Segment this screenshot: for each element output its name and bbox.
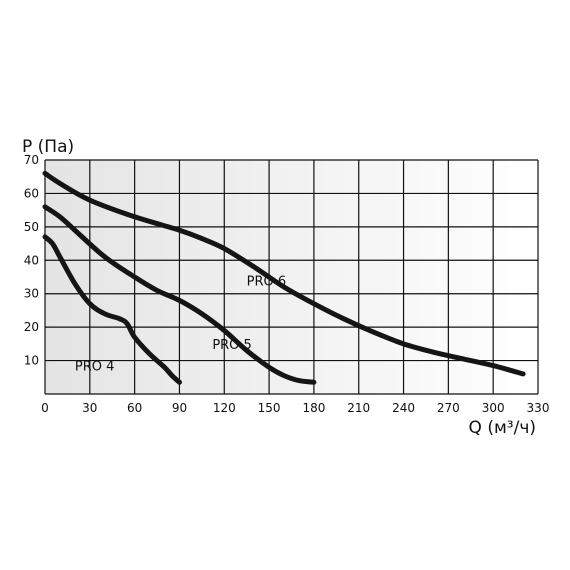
x-tick-label: 300	[482, 401, 505, 415]
x-tick-label: 30	[82, 401, 97, 415]
grid	[44, 159, 539, 395]
y-tick-label: 20	[24, 320, 39, 334]
y-tick-label: 70	[24, 153, 39, 167]
y-tick-label: 30	[24, 287, 39, 301]
y-tick-label: 60	[24, 186, 39, 200]
curve-pro-6	[42, 170, 526, 377]
x-tick-label: 120	[213, 401, 236, 415]
x-tick-label: 330	[527, 401, 550, 415]
y-tick-label: 40	[24, 253, 39, 267]
x-tick-label: 90	[172, 401, 187, 415]
x-tick-label: 60	[127, 401, 142, 415]
curves	[42, 170, 526, 385]
x-tick-label: 0	[41, 401, 49, 415]
x-tick-label: 150	[258, 401, 281, 415]
x-tick-label: 270	[437, 401, 460, 415]
series-label-pro-6: PRO 6	[247, 274, 287, 289]
y-tick-label: 50	[24, 220, 39, 234]
x-axis-title: Q (м³/ч)	[469, 418, 536, 438]
series-label-pro-4: PRO 4	[75, 360, 115, 375]
series-label-pro-5: PRO 5	[212, 338, 252, 353]
tick-labels: 0 30 60 90 120 150 180 210 240 270 300 330 10 20 30 40 5…	[24, 153, 550, 415]
x-tick-label: 180	[302, 401, 325, 415]
x-tick-label: 240	[392, 401, 415, 415]
y-axis-title: P (Па)	[22, 137, 74, 157]
curve-pro-5	[42, 204, 317, 385]
curve-pro-4	[42, 234, 182, 385]
series-labels: PRO 4 PRO 5 PRO 6	[75, 274, 286, 374]
y-tick-label: 10	[24, 354, 39, 368]
x-tick-label: 210	[347, 401, 370, 415]
